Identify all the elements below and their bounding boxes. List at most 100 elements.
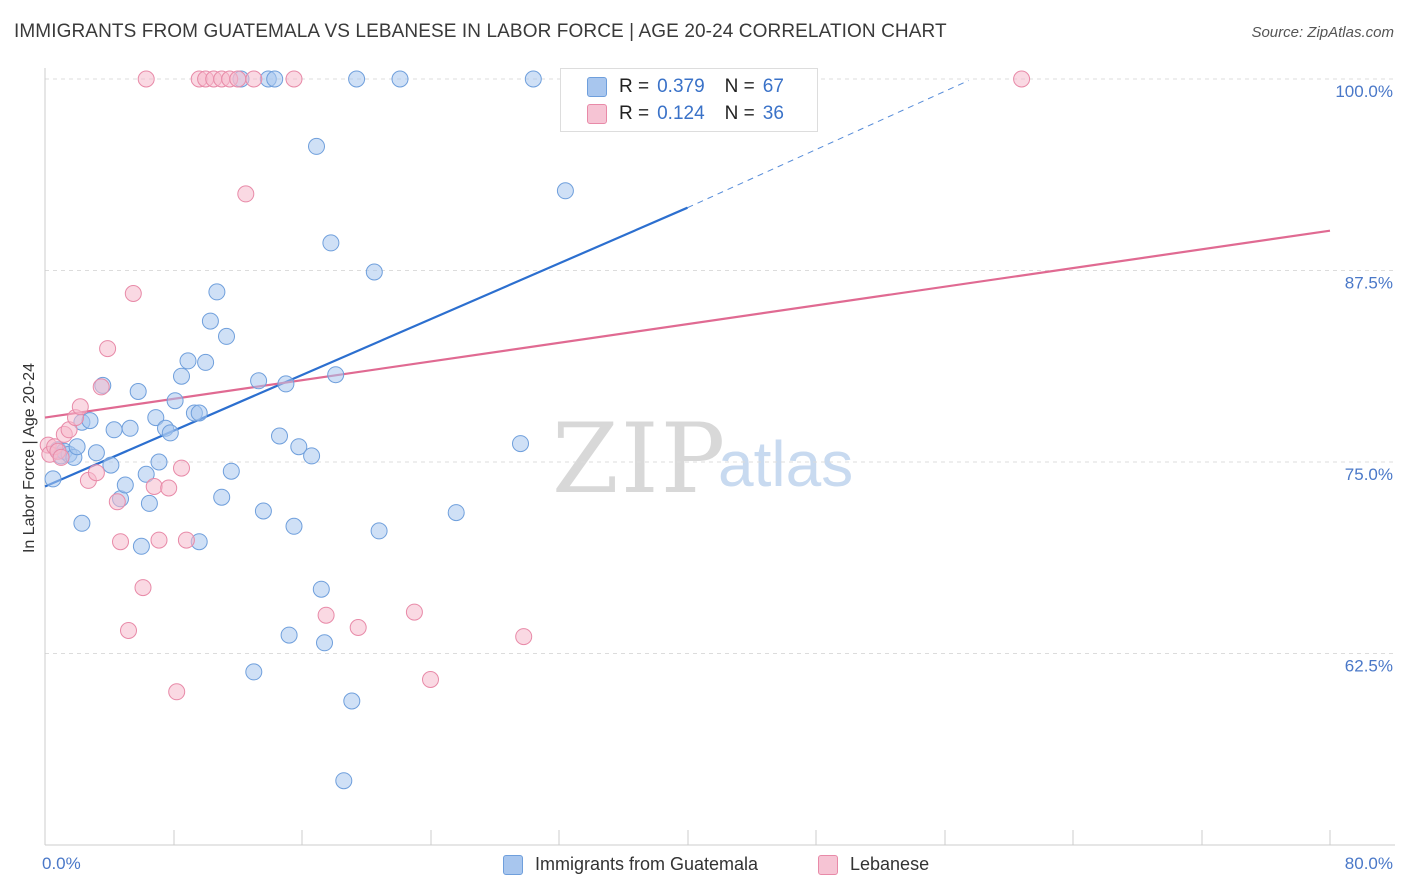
lebanese-point: [112, 533, 129, 551]
lebanese-point: [52, 448, 70, 466]
guatemala-point: [370, 522, 388, 540]
n-label: N =: [724, 103, 755, 124]
lebanese-point: [150, 531, 168, 549]
lebanese-point: [160, 479, 178, 497]
lebanese-point: [108, 493, 126, 511]
legend-item-lebanese[interactable]: Lebanese: [818, 854, 929, 875]
guatemala-point: [218, 327, 235, 345]
guatemala-point: [222, 462, 240, 480]
lebanese-point: [285, 70, 303, 88]
guatemala-point: [447, 504, 465, 522]
guatemala-point: [316, 634, 333, 652]
lebanese-swatch-icon: [587, 104, 607, 124]
n-value: 67: [762, 76, 784, 97]
guatemala-point: [87, 444, 105, 462]
stats-row-lebanese: R = 0.124 N = 36: [561, 100, 784, 128]
guatemala-point: [327, 366, 345, 384]
guatemala-point: [343, 692, 361, 710]
r-label: R =: [619, 76, 650, 97]
x-tick-label: 80.0%: [1345, 854, 1393, 873]
lebanese-point: [120, 622, 137, 639]
lebanese-point: [515, 628, 533, 646]
guatemala-point: [524, 70, 542, 88]
watermark-atlas: atlas: [718, 428, 853, 500]
guatemala-point: [277, 375, 295, 393]
lebanese-point: [99, 340, 117, 358]
n-label: N =: [724, 76, 755, 97]
guatemala-point: [140, 494, 158, 512]
guatemala-point: [121, 419, 139, 437]
lebanese-point: [137, 70, 155, 88]
x-tick-label: 0.0%: [42, 854, 81, 873]
guatemala-point: [208, 283, 226, 301]
lebanese-point: [134, 579, 152, 597]
lebanese-point: [124, 285, 142, 302]
lebanese-point: [1013, 70, 1031, 88]
guatemala-point: [335, 772, 353, 790]
y-tick-label: 75.0%: [1345, 465, 1393, 484]
guatemala-point: [303, 447, 321, 465]
guatemala-point: [132, 537, 150, 555]
lebanese-point: [317, 606, 335, 624]
guatemala-point: [245, 663, 263, 681]
guatemala-point: [129, 383, 147, 400]
guatemala-point: [285, 517, 303, 535]
guatemala-point: [166, 392, 184, 410]
guatemala-point: [116, 476, 134, 494]
guatemala-point: [266, 70, 284, 88]
lebanese-point: [422, 671, 439, 688]
y-tick-label: 62.5%: [1345, 657, 1393, 676]
series-legend: Immigrants from Guatemala Lebanese: [0, 852, 1406, 878]
y-tick-label: 87.5%: [1345, 274, 1393, 293]
lebanese-point: [71, 398, 89, 416]
lebanese-legend-icon: [818, 854, 838, 875]
guatemala-point: [391, 70, 409, 88]
r-value: 0.379: [657, 76, 705, 97]
guatemala-point: [348, 70, 366, 88]
legend-item-guatemala[interactable]: Immigrants from Guatemala: [503, 854, 758, 875]
guatemala-point: [250, 372, 268, 390]
watermark-zip: ZIP: [552, 403, 727, 515]
r-value: 0.124: [657, 103, 705, 124]
guatemala-point: [201, 312, 219, 330]
y-tick-labels: 62.5% 75.0% 87.5% 100.0%: [1335, 82, 1393, 676]
lebanese-point: [145, 478, 163, 495]
lebanese-point: [229, 70, 247, 88]
guatemala-point: [254, 502, 272, 520]
guatemala-point: [179, 352, 197, 370]
guatemala-point: [161, 424, 179, 442]
lebanese-points: [39, 70, 1031, 701]
x-tick-labels: 0.0% 80.0%: [42, 854, 1393, 873]
legend-label-lebanese: Lebanese: [850, 854, 930, 874]
r-label: R =: [619, 103, 650, 124]
guatemala-legend-icon: [503, 854, 523, 875]
guatemala-point: [308, 137, 325, 155]
lebanese-point: [245, 70, 263, 88]
guatemala-point: [365, 263, 383, 281]
stats-legend: R = 0.379 N = 67 R = 0.124 N = 36: [560, 68, 818, 132]
guatemala-trend-extension: [687, 80, 969, 209]
y-tick-label: 100.0%: [1335, 82, 1393, 101]
y-axis-label: In Labor Force | Age 20-24: [21, 363, 38, 553]
guatemala-point: [322, 234, 340, 252]
lebanese-point: [87, 464, 105, 482]
guatemala-point: [271, 427, 288, 445]
guatemala-point: [280, 626, 298, 644]
guatemala-swatch-icon: [587, 77, 607, 97]
lebanese-point: [168, 683, 186, 701]
grid-lines: [45, 78, 1395, 654]
lebanese-point: [177, 531, 195, 549]
guatemala-point: [81, 412, 99, 430]
guatemala-point: [137, 465, 155, 483]
n-value: 36: [762, 103, 784, 124]
guatemala-point: [312, 580, 330, 598]
legend-label-guatemala: Immigrants from Guatemala: [535, 854, 759, 874]
chart-title: IMMIGRANTS FROM GUATEMALA VS LEBANESE IN…: [14, 21, 947, 42]
lebanese-point: [405, 603, 423, 621]
guatemala-point: [190, 404, 208, 422]
stats-row-guatemala: R = 0.379 N = 67: [561, 73, 784, 101]
guatemala-point: [147, 409, 165, 427]
watermark: ZIP atlas: [552, 403, 853, 515]
guatemala-point: [213, 488, 231, 506]
